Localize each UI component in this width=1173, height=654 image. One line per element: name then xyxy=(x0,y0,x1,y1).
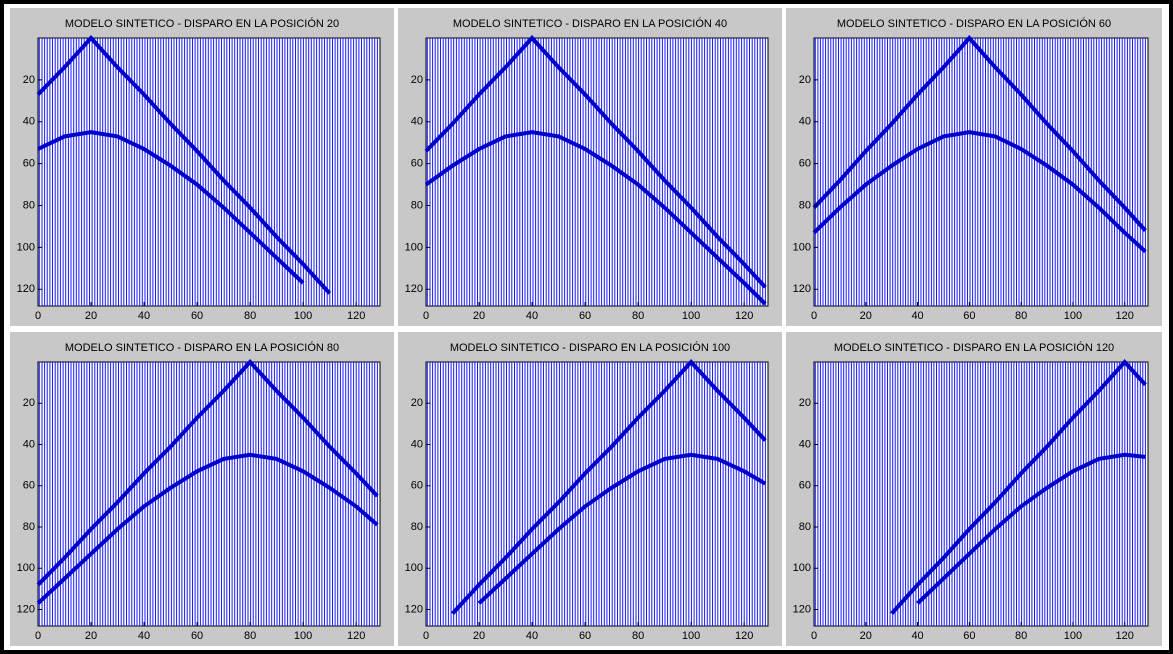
y-tick-label: 80 xyxy=(23,521,35,533)
y-tick-label: 40 xyxy=(411,438,423,450)
x-tick-label: 80 xyxy=(244,310,256,322)
y-tick-label: 60 xyxy=(799,158,811,170)
x-tick-label: 120 xyxy=(347,310,365,322)
y-tick-label: 80 xyxy=(799,521,811,533)
x-tick-label: 0 xyxy=(811,630,817,642)
y-tick-label: 40 xyxy=(799,116,811,128)
y-tick-label: 60 xyxy=(411,480,423,492)
x-tick-label: 20 xyxy=(860,310,872,322)
y-tick-label: 20 xyxy=(23,74,35,86)
x-tick-label: 0 xyxy=(35,310,41,322)
x-tick-label: 80 xyxy=(632,630,644,642)
x-tick-label: 80 xyxy=(244,630,256,642)
x-tick-label: 60 xyxy=(579,310,591,322)
x-tick-label: 100 xyxy=(682,630,700,642)
y-tick-label: 60 xyxy=(799,480,811,492)
x-tick-label: 60 xyxy=(579,630,591,642)
x-tick-label: 60 xyxy=(191,630,203,642)
x-tick-label: 40 xyxy=(911,310,923,322)
x-tick-label: 80 xyxy=(632,310,644,322)
chart-title: MODELO SINTETICO - DISPARO EN LA POSICIÓ… xyxy=(834,341,1114,354)
x-tick-label: 120 xyxy=(1116,310,1134,322)
x-tick-label: 20 xyxy=(85,630,97,642)
y-tick-label: 120 xyxy=(17,283,35,295)
y-tick-label: 20 xyxy=(23,397,35,409)
y-tick-label: 80 xyxy=(411,199,423,211)
y-tick-label: 40 xyxy=(799,438,811,450)
figure: MODELO SINTETICO - DISPARO EN LA POSICIÓ… xyxy=(0,0,1173,654)
y-tick-label: 80 xyxy=(411,521,423,533)
chart-title: MODELO SINTETICO - DISPARO EN LA POSICIÓ… xyxy=(65,341,339,354)
y-tick-label: 20 xyxy=(799,74,811,86)
x-tick-label: 20 xyxy=(85,310,97,322)
y-tick-label: 120 xyxy=(405,603,423,615)
chart-title: MODELO SINTETICO - DISPARO EN LA POSICIÓ… xyxy=(453,17,727,30)
x-tick-label: 40 xyxy=(526,630,538,642)
y-tick-label: 100 xyxy=(17,562,35,574)
x-tick-label: 100 xyxy=(1064,630,1082,642)
y-tick-label: 20 xyxy=(799,397,811,409)
x-tick-label: 60 xyxy=(963,630,975,642)
y-tick-label: 100 xyxy=(793,241,811,253)
x-tick-label: 80 xyxy=(1015,310,1027,322)
y-tick-label: 100 xyxy=(405,562,423,574)
y-tick-label: 60 xyxy=(411,158,423,170)
x-tick-label: 40 xyxy=(911,630,923,642)
y-tick-label: 120 xyxy=(405,283,423,295)
x-tick-label: 100 xyxy=(294,630,312,642)
x-tick-label: 60 xyxy=(191,310,203,322)
x-tick-label: 0 xyxy=(35,630,41,642)
x-tick-label: 20 xyxy=(473,310,485,322)
x-tick-label: 0 xyxy=(811,310,817,322)
chart-title: MODELO SINTETICO - DISPARO EN LA POSICIÓ… xyxy=(65,17,339,30)
x-tick-label: 100 xyxy=(682,310,700,322)
x-tick-label: 40 xyxy=(526,310,538,322)
x-tick-label: 0 xyxy=(423,630,429,642)
y-tick-label: 100 xyxy=(405,241,423,253)
chart-title: MODELO SINTETICO - DISPARO EN LA POSICIÓ… xyxy=(450,341,730,354)
x-tick-label: 100 xyxy=(294,310,312,322)
y-tick-label: 20 xyxy=(411,397,423,409)
y-tick-label: 20 xyxy=(411,74,423,86)
x-tick-label: 20 xyxy=(473,630,485,642)
x-tick-label: 60 xyxy=(963,310,975,322)
y-tick-label: 120 xyxy=(17,603,35,615)
y-tick-label: 60 xyxy=(23,480,35,492)
x-tick-label: 120 xyxy=(347,630,365,642)
y-tick-label: 120 xyxy=(793,283,811,295)
x-tick-label: 120 xyxy=(1116,630,1134,642)
chart-title: MODELO SINTETICO - DISPARO EN LA POSICIÓ… xyxy=(837,17,1111,30)
x-tick-label: 0 xyxy=(423,310,429,322)
x-tick-label: 100 xyxy=(1064,310,1082,322)
y-tick-label: 60 xyxy=(23,158,35,170)
y-tick-label: 40 xyxy=(411,116,423,128)
y-tick-label: 100 xyxy=(793,562,811,574)
x-tick-label: 80 xyxy=(1015,630,1027,642)
x-tick-label: 40 xyxy=(138,310,150,322)
y-tick-label: 120 xyxy=(793,603,811,615)
x-tick-label: 40 xyxy=(138,630,150,642)
y-tick-label: 100 xyxy=(17,241,35,253)
y-tick-label: 40 xyxy=(23,438,35,450)
x-tick-label: 20 xyxy=(860,630,872,642)
x-tick-label: 120 xyxy=(735,630,753,642)
y-tick-label: 80 xyxy=(799,199,811,211)
x-tick-label: 120 xyxy=(735,310,753,322)
y-tick-label: 40 xyxy=(23,116,35,128)
y-tick-label: 80 xyxy=(23,199,35,211)
